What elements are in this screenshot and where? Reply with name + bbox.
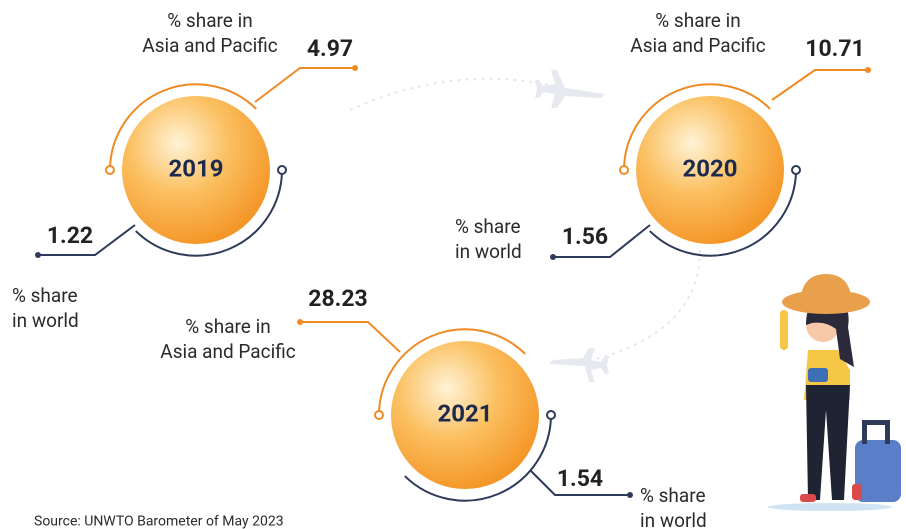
ring-end-orange: [106, 166, 114, 174]
asia-leader-dot: [352, 65, 358, 71]
asia-leader-line: [255, 68, 355, 102]
asia-leader-dot: [297, 319, 303, 325]
source-note: Source: UNWTO Barometer of May 2023: [34, 514, 284, 529]
world-share-value: 1.54: [557, 465, 603, 492]
world-share-value: 1.56: [562, 223, 608, 250]
asia-share-label: % share in: [655, 9, 740, 32]
world-leader-dot: [550, 254, 556, 260]
flight-paths: [350, 79, 700, 365]
asia-share-value: 28.23: [308, 285, 367, 312]
asia-leader-line: [772, 70, 868, 100]
world-share-label: % share: [640, 484, 706, 507]
world-share-label: % share: [455, 215, 521, 238]
world-share-label: in world: [455, 240, 522, 263]
ring-end-orange: [620, 166, 628, 174]
asia-share-label: % share in: [185, 315, 270, 338]
ring-end-blue: [547, 411, 555, 419]
infographic: 20194.97% share inAsia and Pacific1.22% …: [0, 0, 906, 529]
year-label: 2020: [682, 154, 737, 182]
traveler-illustration: [768, 274, 901, 511]
asia-leader-dot: [865, 67, 871, 73]
ring-end-blue: [792, 166, 800, 174]
ring-end-orange: [375, 411, 383, 419]
asia-leader-line: [300, 322, 400, 352]
asia-share-label: % share in: [167, 9, 252, 32]
year-label: 2021: [437, 399, 492, 427]
world-leader-dot: [35, 252, 41, 258]
world-share-label: in world: [640, 509, 707, 529]
asia-share-value: 10.71: [805, 35, 864, 62]
world-share-value: 1.22: [47, 222, 93, 249]
world-share-label: % share: [12, 284, 78, 307]
ring-end-blue: [278, 166, 286, 174]
world-leader-dot: [627, 492, 633, 498]
year-label: 2019: [168, 154, 223, 182]
asia-share-label: Asia and Pacific: [160, 340, 295, 363]
asia-share-label: Asia and Pacific: [142, 34, 277, 57]
asia-share-label: Asia and Pacific: [630, 34, 765, 57]
asia-share-value: 4.97: [307, 35, 353, 62]
world-share-label: in world: [12, 309, 79, 332]
